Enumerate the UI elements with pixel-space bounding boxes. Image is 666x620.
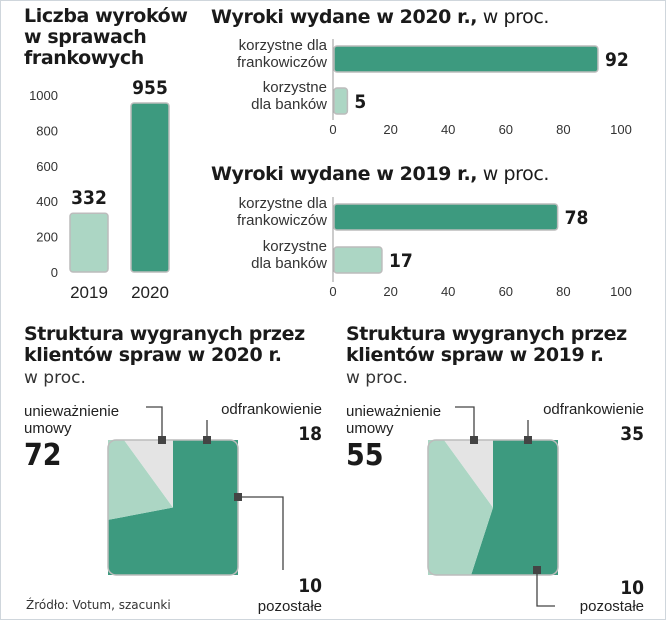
chart3-x-tick-label: 60 bbox=[499, 284, 513, 299]
chart2-x-tick-label: 20 bbox=[383, 122, 397, 137]
chart4-slice-label: umowy bbox=[24, 420, 72, 437]
chart2-category-label: dla banków bbox=[251, 96, 327, 113]
chart3-category-label: korzystne dla bbox=[239, 195, 328, 212]
bar-2019 bbox=[69, 212, 109, 273]
chart3-bar bbox=[333, 246, 383, 274]
chart3-category-label: frankowiczów bbox=[237, 212, 327, 229]
chart3-title-light: w proc. bbox=[477, 163, 550, 185]
chart4-subtitle: w proc. bbox=[24, 368, 86, 388]
chart1-title-line: w sprawach bbox=[24, 26, 147, 48]
bar-value-label: 955 bbox=[132, 77, 168, 99]
chart2-title-light: w proc. bbox=[477, 6, 550, 28]
chart5-callout-marker bbox=[533, 566, 541, 574]
bar-value-label: 332 bbox=[71, 187, 107, 209]
chart2-category-label: frankowiczów bbox=[237, 54, 327, 71]
chart4-leader-line bbox=[146, 406, 163, 440]
chart2-x-tick-label: 0 bbox=[329, 122, 336, 137]
chart3-bar bbox=[333, 203, 559, 231]
chart5-slice bbox=[471, 440, 558, 575]
bar-2020 bbox=[130, 102, 170, 273]
chart4-title-line: Struktura wygranych przez bbox=[24, 323, 305, 345]
chart2-bar-value-label: 5 bbox=[354, 91, 366, 113]
y-tick-label: 0 bbox=[51, 265, 58, 280]
x-category-label: 2019 bbox=[70, 283, 108, 302]
chart2-bar bbox=[333, 45, 599, 73]
y-tick-label: 200 bbox=[36, 230, 58, 245]
chart2-x-tick-label: 100 bbox=[610, 122, 632, 137]
y-tick-label: 800 bbox=[36, 123, 58, 138]
chart5-title-line: Struktura wygranych przez bbox=[346, 323, 627, 345]
chart2-category-label: korzystne dla bbox=[239, 37, 328, 54]
chart5-callout-marker bbox=[524, 436, 532, 444]
chart4-title-line: klientów spraw w 2020 r. bbox=[24, 344, 282, 366]
y-tick-label: 1000 bbox=[29, 88, 58, 103]
chart4-slice-value: 10 bbox=[298, 575, 322, 597]
chart5-title-line: klientów spraw w 2019 r. bbox=[346, 344, 604, 366]
chart3-bar-value-label: 78 bbox=[565, 207, 589, 229]
chart5-slice-label: umowy bbox=[346, 420, 394, 437]
chart4-callout-marker bbox=[234, 493, 242, 501]
chart5-slice-label: pozostałe bbox=[580, 598, 644, 615]
chart5-leader-line bbox=[455, 406, 475, 440]
chart5-slice-label: unieważnienie bbox=[346, 403, 441, 420]
chart4-slice-label: unieważnienie bbox=[24, 403, 119, 420]
y-tick-label: 400 bbox=[36, 194, 58, 209]
chart3-title-bold: Wyroki wydane w 2019 r., bbox=[211, 163, 478, 185]
chart5-slice-value: 55 bbox=[346, 438, 384, 473]
chart3-x-tick-label: 20 bbox=[383, 284, 397, 299]
chart5-frame bbox=[427, 439, 559, 576]
chart5-slice-value: 10 bbox=[620, 577, 644, 599]
chart4-slice bbox=[124, 440, 173, 508]
chart2-x-tick-label: 80 bbox=[556, 122, 570, 137]
chart4-frame bbox=[107, 439, 239, 576]
chart2-bar-value-label: 92 bbox=[605, 49, 629, 71]
chart4-leader-line bbox=[238, 496, 284, 570]
chart2-title: Wyroki wydane w 2020 r., w proc. bbox=[211, 7, 549, 28]
chart4-title: Struktura wygranych przez klientów spraw… bbox=[24, 324, 305, 366]
chart3-category-label: korzystne bbox=[263, 238, 327, 255]
chart3-x-tick-label: 0 bbox=[329, 284, 336, 299]
chart3-x-tick-label: 100 bbox=[610, 284, 632, 299]
chart5-slice bbox=[444, 440, 493, 508]
chart5-slice-value: 35 bbox=[620, 423, 644, 445]
chart3-category-label: dla banków bbox=[251, 255, 327, 272]
chart5-slice-label: odfrankowienie bbox=[543, 401, 644, 418]
chart4-slice-label: pozostałe bbox=[258, 598, 322, 615]
chart2-x-tick-label: 40 bbox=[441, 122, 455, 137]
chart5-subtitle: w proc. bbox=[346, 368, 408, 388]
chart3-x-tick-label: 40 bbox=[441, 284, 455, 299]
chart4-slice-value: 18 bbox=[298, 423, 322, 445]
chart4-slice-label: odfrankowienie bbox=[221, 401, 322, 418]
source-note: Źródło: Votum, szacunki bbox=[26, 598, 171, 612]
chart4-slice bbox=[108, 440, 173, 520]
chart2-bar bbox=[333, 87, 349, 115]
y-tick-label: 600 bbox=[36, 159, 58, 174]
chart4-callout-marker bbox=[203, 436, 211, 444]
chart2-x-tick-label: 60 bbox=[499, 122, 513, 137]
chart2-category-label: korzystne bbox=[263, 79, 327, 96]
chart1-title-line: frankowych bbox=[24, 47, 144, 69]
chart5-leader-line bbox=[536, 570, 555, 607]
chart2-title-bold: Wyroki wydane w 2020 r., bbox=[211, 6, 478, 28]
x-category-label: 2020 bbox=[131, 283, 169, 302]
chart5-title: Struktura wygranych przez klientów spraw… bbox=[346, 324, 627, 366]
chart3-bar-value-label: 17 bbox=[389, 250, 413, 272]
chart5-slice bbox=[428, 440, 493, 575]
chart1-title: Liczba wyroków w sprawach frankowych bbox=[24, 5, 188, 69]
chart3-x-tick-label: 80 bbox=[556, 284, 570, 299]
chart1-title-line: Liczba wyroków bbox=[24, 5, 188, 27]
chart3-title: Wyroki wydane w 2019 r., w proc. bbox=[211, 164, 549, 185]
chart4-callout-marker bbox=[158, 436, 166, 444]
chart5-callout-marker bbox=[470, 436, 478, 444]
chart4-slice-value: 72 bbox=[24, 438, 62, 473]
